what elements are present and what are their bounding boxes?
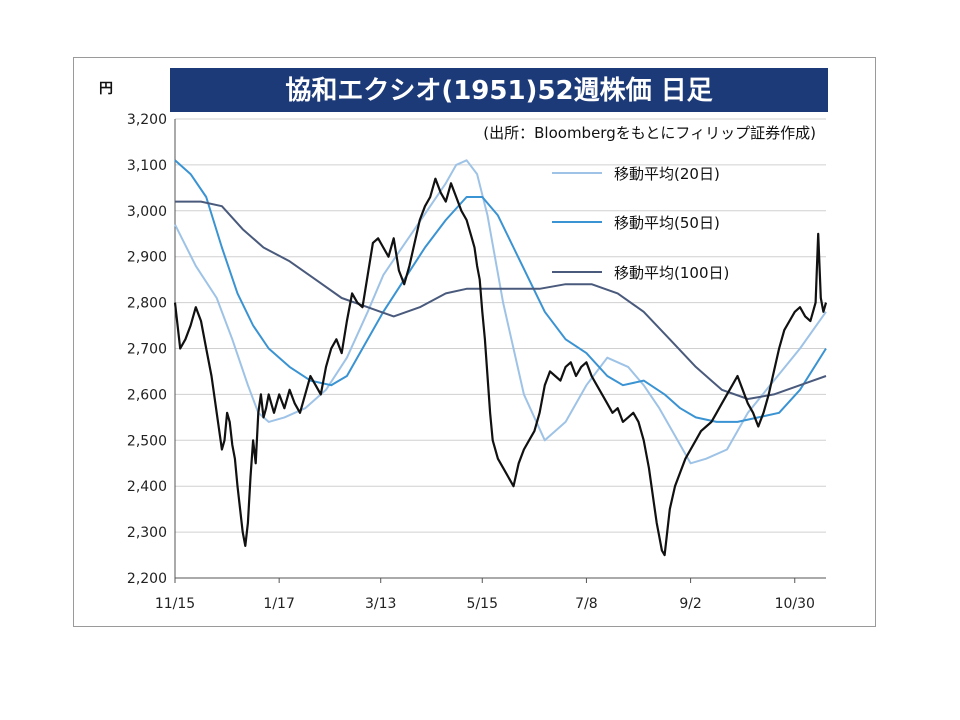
gridlines xyxy=(175,118,826,579)
x-tick-label: 11/15 xyxy=(155,596,195,612)
y-tick-label: 3,100 xyxy=(127,158,167,174)
y-tick-label: 2,900 xyxy=(127,250,167,266)
ma20-line xyxy=(174,159,827,465)
legend: 移動平均(20日) 移動平均(50日) 移動平均(100日) xyxy=(552,165,729,282)
moving-average-lines xyxy=(174,159,827,465)
x-tick-label: 5/15 xyxy=(467,596,498,612)
y-tick-label: 3,000 xyxy=(127,204,167,220)
y-tick-label: 2,300 xyxy=(127,525,167,541)
title-banner xyxy=(170,68,828,112)
x-tick-labels: 11/15 1/17 3/13 5/15 7/8 9/2 10/30 xyxy=(155,596,815,612)
y-tick-label: 2,200 xyxy=(127,571,167,587)
chart-title: 協和エクシオ(1951)52週株価 日足 xyxy=(285,76,712,106)
x-tick-label: 9/2 xyxy=(679,596,702,612)
y-tick-label: 2,700 xyxy=(127,342,167,358)
ma100-line xyxy=(175,200,827,400)
y-tick-label: 2,500 xyxy=(127,433,167,449)
y-unit-label: 円 xyxy=(99,81,113,97)
y-tick-label: 2,400 xyxy=(127,479,167,495)
price-line xyxy=(173,177,828,557)
legend-label-ma100: 移動平均(100日) xyxy=(614,264,729,282)
y-tick-label: 3,200 xyxy=(127,112,167,128)
y-tick-label: 2,800 xyxy=(127,296,167,312)
ma50-line xyxy=(174,159,827,423)
y-tick-labels: 2,200 2,300 2,400 2,500 2,600 2,700 2,800 2,900… xyxy=(127,112,167,587)
chart-frame: 協和エクシオ(1951)52週株価 日足 円 2,200 2,300 2,400 2,… xyxy=(73,57,876,627)
source-note: (出所：Bloombergをもとにフィリップ証券作成) xyxy=(483,124,816,142)
x-tick-label: 1/17 xyxy=(263,596,294,612)
x-tick-label: 10/30 xyxy=(775,596,815,612)
y-tick-label: 2,600 xyxy=(127,387,167,403)
x-tick-label: 7/8 xyxy=(575,596,598,612)
x-tick-label: 3/13 xyxy=(365,596,396,612)
stock-chart: 協和エクシオ(1951)52週株価 日足 円 2,2002,3002,4002,… xyxy=(99,68,828,612)
legend-label-ma20: 移動平均(20日) xyxy=(614,165,720,183)
daily-price-line xyxy=(173,177,828,557)
legend-label-ma50: 移動平均(50日) xyxy=(614,214,720,232)
axes xyxy=(174,119,826,583)
